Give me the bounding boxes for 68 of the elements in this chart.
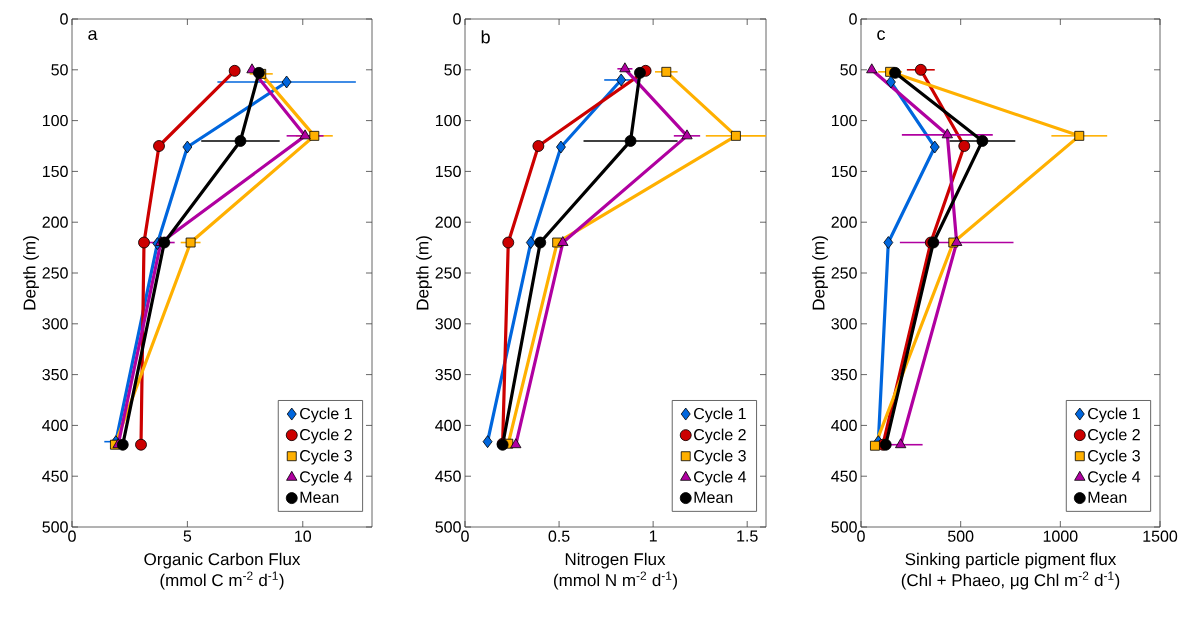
x-tick-label: 0 [68, 530, 76, 542]
annotation: c [877, 30, 886, 41]
y-tick-label: 450 [435, 470, 461, 482]
annotation: a [88, 30, 98, 41]
x-tick-label: 0 [461, 530, 469, 542]
y-tick-label: 100 [43, 114, 68, 127]
y-tick-label: 100 [832, 114, 857, 127]
y-tick-label: 450 [42, 470, 68, 482]
y-tick-label: 350 [831, 368, 857, 381]
x-tick-label: 0 [857, 530, 865, 542]
x-tick-label: 10 [295, 530, 312, 542]
legend-label: Cycle 3 [1088, 449, 1140, 465]
x-axis-title: Organic Carbon Flux (mmol C m$^{-2}$ d$^{-1}$) [144, 552, 301, 590]
y-tick-label: 50 [51, 64, 68, 76]
y-tick-label: 200 [435, 216, 461, 228]
legend-label: Mean [694, 491, 733, 504]
x-tick-label: 1000 [1043, 530, 1078, 542]
y-axis-title: Depth (m) [23, 236, 39, 310]
y-tick-label: 350 [42, 368, 68, 381]
y-tick-label: 150 [832, 165, 857, 178]
y-tick-label: 300 [42, 318, 68, 330]
y-tick-label: 100 [436, 114, 461, 127]
y-axis-title: Depth (m) [416, 236, 432, 310]
x-axis-title: Nitrogen Flux (mmol N m$^{-2}$ d$^{-1}$) [554, 552, 677, 590]
y-tick-label: 400 [42, 419, 68, 432]
legend-label: Cycle 1 [300, 407, 352, 423]
y-tick-label: 0 [849, 13, 857, 25]
legend-label: Cycle 1 [1088, 407, 1140, 423]
x-tick-label: 1500 [1143, 530, 1178, 542]
y-axis-title: Depth (m) [812, 236, 828, 310]
annotation: b [481, 30, 490, 44]
legend-label: Cycle 3 [694, 449, 746, 465]
legend-label: Cycle 1 [694, 407, 746, 423]
y-tick-label: 400 [435, 419, 461, 432]
x-tick-label: 1 [649, 530, 657, 542]
x-tick-label: 5 [183, 530, 192, 542]
legend-label: Mean [300, 491, 339, 504]
legend-label: Cycle 2 [1088, 428, 1140, 444]
y-tick-label: 200 [831, 216, 857, 228]
y-tick-label: 200 [42, 216, 68, 228]
legend-label: Cycle 2 [300, 428, 352, 444]
y-tick-label: 250 [42, 267, 68, 279]
y-tick-label: 350 [435, 368, 461, 381]
y-tick-label: 150 [43, 165, 68, 178]
x-axis-title: Sinking particle pigment flux (Chl + Phaeo, μg Chl m$^{-2}$ d$^{-1}$) [901, 552, 1120, 590]
x-tick-label: 1.5 [737, 530, 758, 542]
y-tick-label: 0 [60, 13, 68, 25]
y-tick-label: 150 [436, 165, 461, 178]
y-tick-label: 50 [840, 64, 857, 76]
y-tick-label: 400 [831, 419, 857, 432]
y-tick-label: 50 [444, 64, 461, 76]
legend-label: Cycle 3 [300, 449, 352, 465]
y-tick-label: 500 [435, 521, 461, 533]
legend-label: Cycle 2 [694, 428, 746, 444]
x-tick-label: 500 [947, 530, 974, 542]
legend-label: Cycle 4 [694, 470, 747, 486]
y-tick-label: 500 [42, 521, 68, 533]
y-tick-label: 0 [453, 13, 461, 25]
y-tick-label: 250 [435, 267, 461, 279]
legend-label: Cycle 4 [300, 470, 353, 486]
y-tick-label: 300 [435, 318, 461, 330]
y-tick-label: 250 [831, 267, 857, 279]
y-tick-label: 500 [831, 521, 857, 533]
x-tick-label: 0.5 [548, 530, 570, 542]
legend-label: Cycle 4 [1088, 470, 1141, 486]
y-tick-label: 300 [831, 318, 857, 330]
y-tick-label: 450 [831, 470, 857, 482]
legend-label: Mean [1088, 491, 1127, 504]
